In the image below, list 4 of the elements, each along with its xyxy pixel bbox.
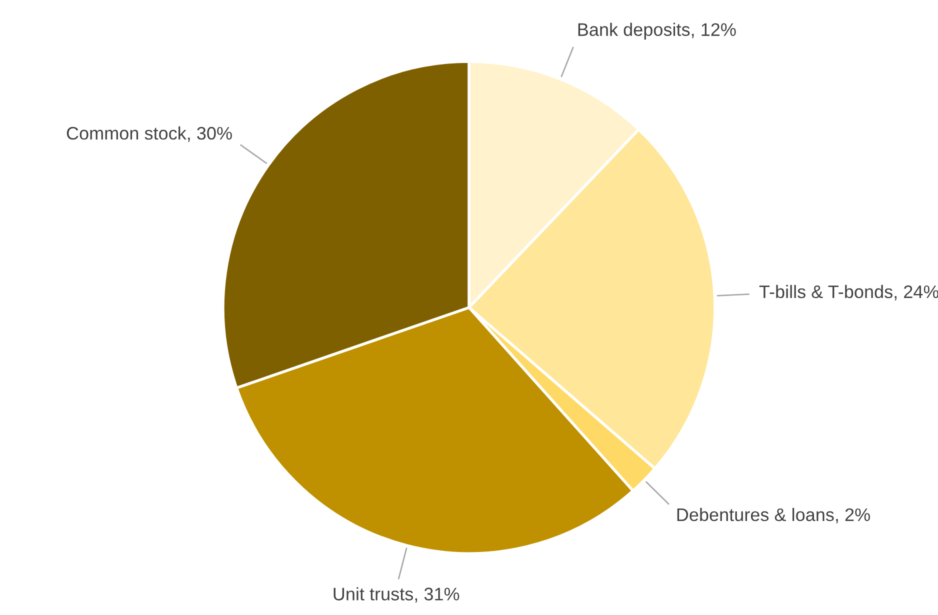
slice-label: Bank deposits, 12% <box>578 22 736 40</box>
slice-label: Unit trusts, 31% <box>334 587 460 603</box>
slice-label: Debentures & loans, 2% <box>677 508 870 524</box>
slice-label: Common stock, 30% <box>66 126 232 142</box>
